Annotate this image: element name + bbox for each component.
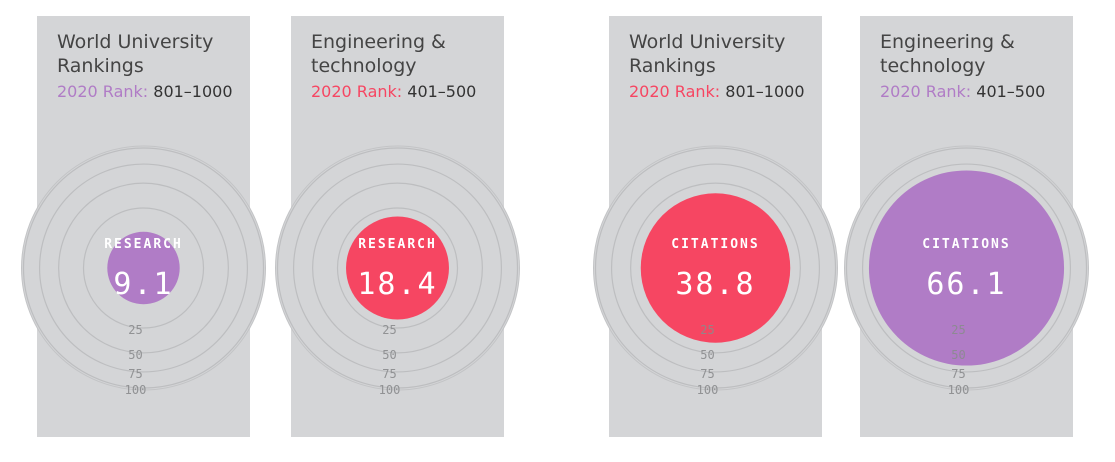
ring-label: 50 [951,348,965,362]
ring [276,147,519,389]
rank-value: 401–500 [976,82,1046,101]
ring-label: 100 [697,383,719,397]
card: Engineering & technology 2020 Rank: 401–5… [275,16,520,437]
rank: 2020 Rank: 401–500 [311,82,476,101]
card-title: Engineering & technology [880,31,1015,77]
ring-label: 100 [125,383,147,397]
rank-label: 2020 Rank: [880,82,972,101]
ring [594,147,837,389]
card: World University Rankings 2020 Rank: 801–… [21,16,266,437]
metric-label: CITATIONS [671,237,759,252]
rank-value: 401–500 [407,82,477,101]
card: World University Rankings 2020 Rank: 801–… [593,16,838,437]
ring [58,182,229,354]
ring-chart: 25 50 75 100 RESEARCH 18.4 [275,145,520,397]
ring-label: 75 [700,367,714,381]
value-circle [346,216,449,320]
ring-label: 100 [379,383,401,397]
ring [312,182,483,354]
ring-label: 50 [382,348,396,362]
ring [38,163,249,373]
ring [336,207,459,329]
rank-value: 801–1000 [153,82,233,101]
value-circle [640,193,791,343]
card-title: Engineering & technology [311,31,446,77]
card-title: World University Rankings [57,31,214,77]
ring [845,147,1088,389]
metric-value: 66.1 [926,267,1006,302]
rank: 2020 Rank: 801–1000 [629,82,805,101]
rank-label: 2020 Rank: [629,82,721,101]
card-title: World University Rankings [629,31,786,77]
ring [610,163,821,373]
ring-label: 25 [700,323,714,337]
ring-label: 25 [128,323,142,337]
ring [82,207,205,329]
ring-label: 50 [128,348,142,362]
card: Engineering & technology 2020 Rank: 401–5… [844,16,1089,437]
value-circle [868,170,1065,366]
rank-value: 801–1000 [725,82,805,101]
metric-label: CITATIONS [922,237,1010,252]
rank: 2020 Rank: 401–500 [880,82,1045,101]
metric-value: 18.4 [357,267,437,302]
rank-label: 2020 Rank: [57,82,149,101]
value-circle [107,231,180,305]
ring [292,163,503,373]
ring-label: 75 [382,367,396,381]
ring-label: 50 [700,348,714,362]
ring [861,163,1072,373]
metric-value: 38.8 [675,267,755,302]
rank-label: 2020 Rank: [311,82,403,101]
rank: 2020 Rank: 801–1000 [57,82,233,101]
metric-label: RESEARCH [104,237,183,252]
ring [630,182,801,354]
ring-chart: 25 50 75 100 CITATIONS 66.1 [844,145,1089,397]
metric-value: 9.1 [113,267,173,302]
ring [22,147,265,389]
ring-label: 25 [951,323,965,337]
ring-chart: 25 50 75 100 CITATIONS 38.8 [593,145,838,397]
ring-label: 100 [948,383,970,397]
ring-label: 75 [951,367,965,381]
ring-chart: 25 50 75 100 RESEARCH 9.1 [21,145,266,397]
metric-label: RESEARCH [358,237,437,252]
ring-label: 75 [128,367,142,381]
ring-label: 25 [382,323,396,337]
